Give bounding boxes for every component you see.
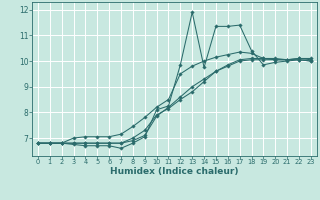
X-axis label: Humidex (Indice chaleur): Humidex (Indice chaleur) bbox=[110, 167, 239, 176]
